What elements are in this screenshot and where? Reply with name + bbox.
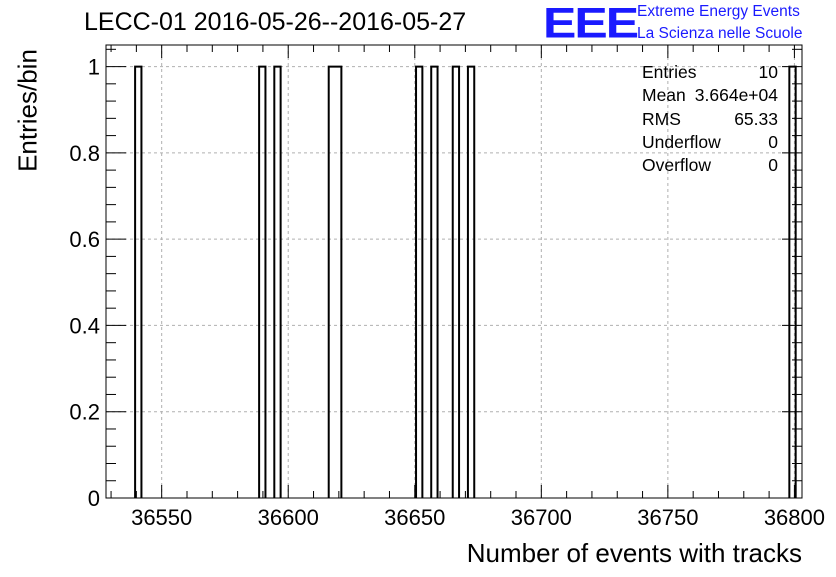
x-tick-label: 36750 bbox=[637, 505, 698, 530]
stat-value: 3.664e+04 bbox=[694, 85, 778, 106]
x-axis-label: Number of events with tracks bbox=[466, 538, 802, 568]
y-tick-label: 0.6 bbox=[69, 227, 100, 252]
x-tick-label: 36700 bbox=[511, 505, 572, 530]
stats-row: Mean 3.664e+04 bbox=[642, 84, 778, 107]
x-tick-label: 36650 bbox=[384, 505, 445, 530]
stat-value: 10 bbox=[758, 62, 778, 82]
histogram-bar bbox=[788, 65, 797, 498]
histogram-bar bbox=[451, 65, 461, 498]
stats-row: Entries 10 bbox=[642, 61, 778, 84]
y-tick-label: 0.2 bbox=[69, 400, 100, 425]
stats-row: Overflow 0 bbox=[642, 154, 778, 177]
chart-title: LECC-01 2016-05-26--2016-05-27 bbox=[84, 8, 467, 36]
stat-value: 0 bbox=[768, 131, 778, 152]
histogram-bar bbox=[466, 65, 476, 498]
y-axis-label: Entries/bin bbox=[12, 49, 43, 172]
stat-value: 0 bbox=[768, 155, 778, 176]
eee-logo: EEE bbox=[543, 0, 639, 48]
x-tick-label: 36800 bbox=[764, 505, 825, 530]
y-tick-label: 0.4 bbox=[69, 313, 100, 338]
histogram-bar bbox=[273, 65, 282, 498]
histogram-bar bbox=[258, 65, 267, 498]
histogram-bar bbox=[134, 65, 143, 498]
plot-frame bbox=[105, 44, 803, 499]
x-tick-label: 36550 bbox=[131, 505, 192, 530]
x-tick-label: 36600 bbox=[258, 505, 319, 530]
logo-caption-line1: Extreme Energy Events bbox=[637, 3, 800, 20]
stat-name: Overflow bbox=[642, 155, 712, 176]
histogram-bar bbox=[430, 65, 439, 498]
stats-row: Underflow 0 bbox=[642, 131, 778, 154]
stat-name: Entries bbox=[642, 62, 697, 82]
y-tick-label: 0 bbox=[88, 486, 100, 511]
stat-name: RMS bbox=[642, 108, 681, 129]
stat-value: 65.33 bbox=[734, 108, 778, 129]
histogram-bar bbox=[415, 65, 424, 498]
stat-name: Underflow bbox=[642, 131, 721, 152]
histogram-bar bbox=[327, 65, 343, 498]
y-tick-label: 1 bbox=[88, 55, 100, 80]
stats-row: RMS 65.33 bbox=[642, 108, 778, 131]
stats-box: Entries 10 Mean 3.664e+04 RMS 65.33 Unde… bbox=[642, 61, 778, 177]
stat-name: Mean bbox=[642, 85, 686, 106]
logo-caption-line2: La Scienza nelle Scuole bbox=[637, 25, 803, 42]
y-tick-label: 0.8 bbox=[69, 141, 100, 166]
